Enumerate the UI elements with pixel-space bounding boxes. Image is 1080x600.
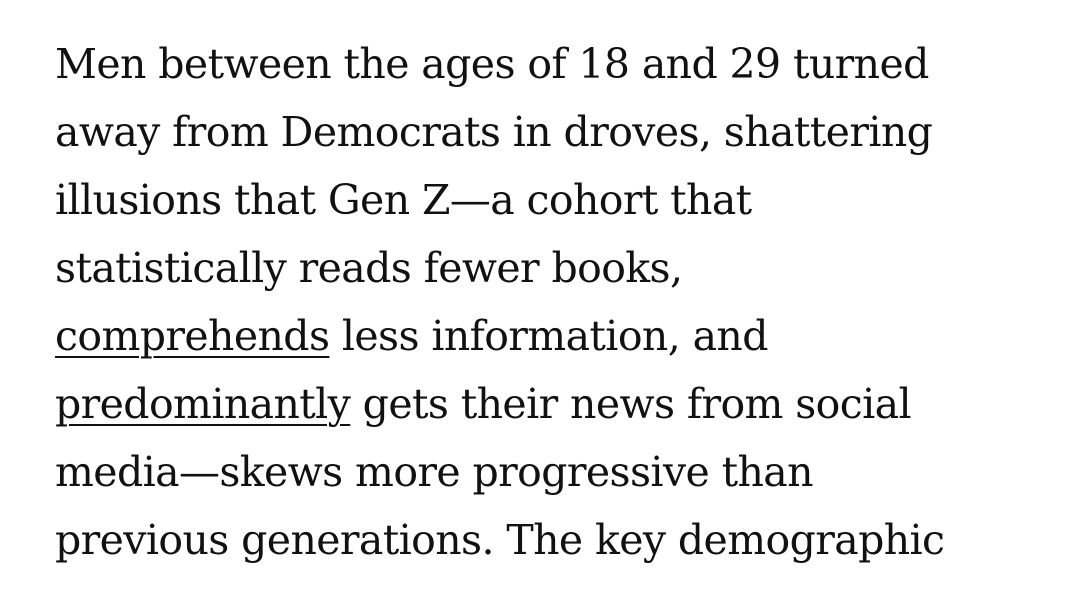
paragraph-line-7: media—skews more progressive than xyxy=(55,448,814,496)
paragraph-line-5: comprehends less information, and xyxy=(55,302,1040,370)
paragraph-line-8: previous generations. The key demographi… xyxy=(55,516,945,564)
paragraph-line-6: predominantly gets their news from socia… xyxy=(55,370,1040,438)
predominantly-link[interactable]: predominantly xyxy=(55,380,351,428)
paragraph-line-3: illusions that Gen Z—a cohort that xyxy=(55,176,752,224)
paragraph-line-1: Men between the ages of 18 and 29 turned xyxy=(55,40,929,88)
comprehends-link[interactable]: comprehends xyxy=(55,312,330,360)
article-paragraph: Men between the ages of 18 and 29 turned… xyxy=(55,30,1040,574)
paragraph-line-6-text: gets their news from social xyxy=(350,380,912,428)
paragraph-line-4: statistically reads fewer books, xyxy=(55,244,683,292)
paragraph-line-5-text: less information, and xyxy=(329,312,769,360)
paragraph-line-2: away from Democrats in droves, shatterin… xyxy=(55,108,933,156)
